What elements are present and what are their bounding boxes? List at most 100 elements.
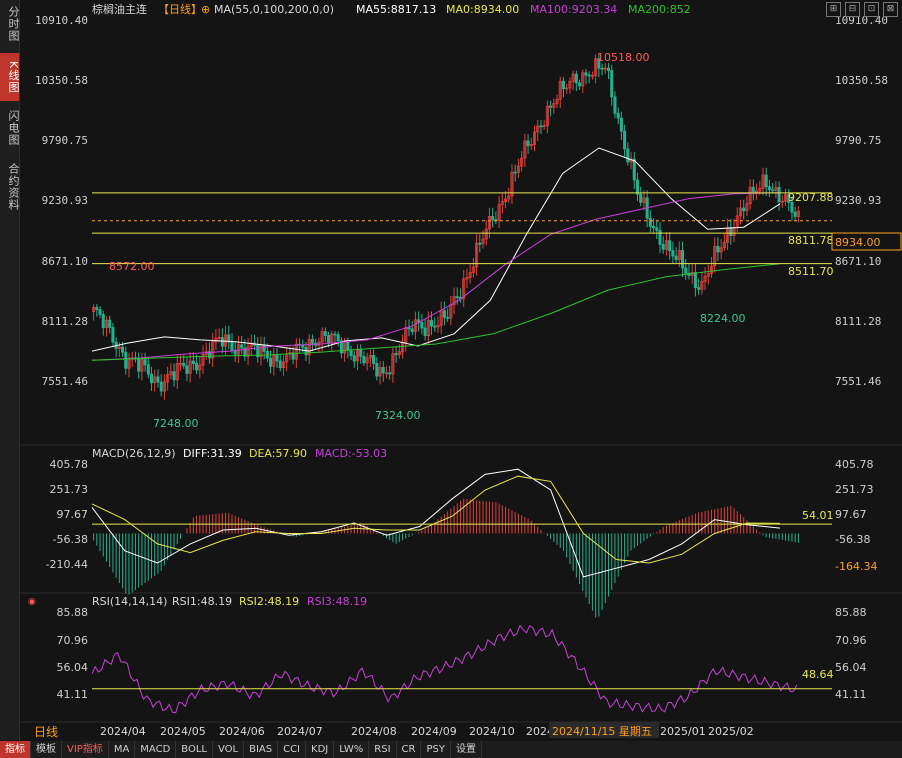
candle-body — [349, 349, 353, 357]
ma0-value: MA0:8934.00 — [446, 3, 519, 16]
low-label-2: 7324.00 — [375, 409, 421, 422]
candle-body — [452, 296, 456, 306]
candle-body — [121, 346, 125, 353]
candle-body — [182, 363, 186, 367]
tab-cci[interactable]: CCI — [278, 741, 307, 758]
last-price: 8934.00 — [835, 236, 881, 249]
candle-body — [771, 189, 775, 192]
date-tick: 2024/10 — [469, 725, 515, 738]
tab-vip-indicator[interactable]: VIP指标 — [62, 741, 109, 758]
candle-body — [635, 179, 640, 195]
candle-body — [410, 328, 414, 333]
rsi-title: RSI(14,14,14) — [92, 595, 167, 608]
candle-body — [590, 75, 594, 77]
candle-body — [446, 316, 450, 319]
candle-body — [722, 241, 726, 249]
tab-lw[interactable]: LW% — [334, 741, 370, 758]
target-icon[interactable]: ◉ — [28, 597, 36, 607]
macd-title: MACD(26,12,9) — [92, 447, 176, 460]
price-tick: 8671.10 — [835, 255, 881, 268]
tab-rsi[interactable]: RSI — [369, 741, 397, 758]
minimize-icon[interactable]: ⊟ — [845, 2, 860, 17]
layout-icon[interactable]: ⊞ — [826, 2, 841, 17]
tab-settings[interactable]: 设置 — [451, 741, 482, 758]
candle-body — [603, 67, 607, 70]
candle-body — [346, 341, 350, 351]
tab-flash-chart[interactable]: 闪电图 — [7, 110, 20, 146]
candle-body — [433, 325, 437, 328]
tab-kline[interactable]: K线图 — [0, 53, 20, 101]
candle-body — [523, 140, 527, 159]
candle-body — [616, 112, 620, 119]
tab-ma[interactable]: MA — [109, 741, 136, 758]
candle-body — [693, 272, 697, 289]
symbol-name: 棕榈油主连 — [92, 2, 147, 16]
candle-body — [713, 245, 717, 267]
level-label-1: 9207.88 — [788, 191, 834, 204]
macd-diff: DIFF:31.39 — [183, 447, 242, 460]
left-view-tabs: 分时图 K线图 闪电图 合约资料 — [0, 0, 20, 740]
candles-layer — [92, 54, 800, 400]
candle-body — [729, 227, 733, 237]
candle-body — [230, 341, 234, 351]
tab-template[interactable]: 模板 — [31, 741, 62, 758]
tab-bias[interactable]: BIAS — [244, 741, 279, 758]
candle-body — [429, 319, 434, 327]
tab-kdj[interactable]: KDJ — [306, 741, 335, 758]
ma55-line — [91, 147, 781, 352]
rsi-tick: 56.04 — [57, 661, 89, 674]
candle-body — [278, 360, 282, 369]
settings-icon[interactable]: ⊕ — [201, 3, 210, 16]
rsi-tick: 70.96 — [57, 634, 89, 647]
ma200-line — [91, 263, 781, 361]
candle-body — [220, 337, 224, 347]
kline-chart[interactable]: 棕榈油主连 【日线】 ⊕ MA(55,0,100,200,0,0) MA55:8… — [20, 0, 902, 740]
candle-body — [481, 238, 485, 245]
candle-body — [359, 348, 363, 357]
rsi-tick: 70.96 — [835, 634, 867, 647]
candle-body — [623, 130, 627, 150]
tab-cr[interactable]: CR — [397, 741, 422, 758]
tab-timeshare[interactable]: 分时图 — [7, 6, 20, 42]
macd-current-box — [832, 558, 888, 574]
tab-psy[interactable]: PSY — [421, 741, 451, 758]
candle-body — [664, 240, 668, 250]
macd-tick: 97.67 — [57, 508, 89, 521]
candle-body — [95, 307, 99, 311]
ma100-value: MA100:9203.34 — [530, 3, 617, 16]
candle-body — [98, 309, 102, 315]
tab-macd[interactable]: MACD — [135, 741, 177, 758]
level-label-2: 8811.78 — [788, 234, 834, 247]
tab-contract-info[interactable]: 合约资料 — [7, 163, 20, 211]
candle-body — [468, 272, 472, 278]
macd-tick: -56.38 — [53, 533, 88, 546]
candle-body — [529, 144, 533, 146]
candle-body — [796, 210, 800, 217]
candle-body — [606, 67, 611, 71]
macd-tick: 251.73 — [835, 483, 874, 496]
price-tick: 10350.58 — [835, 74, 888, 87]
candle-body — [774, 187, 778, 191]
price-tick: 10910.40 — [835, 14, 888, 27]
candle-body — [159, 381, 163, 392]
close-icon[interactable]: ⊠ — [883, 2, 898, 17]
ma200-value: MA200:852 — [628, 3, 691, 16]
candle-body — [294, 343, 298, 360]
candle-body — [327, 335, 331, 344]
window-controls: ⊞ ⊟ ⊡ ⊠ — [826, 2, 898, 17]
candle-body — [600, 67, 604, 70]
candle-body — [677, 250, 681, 261]
candle-body — [539, 125, 543, 128]
candle-body — [748, 186, 752, 205]
candle-body — [156, 376, 160, 383]
candle-body — [510, 171, 514, 197]
candle-body — [783, 194, 788, 202]
tab-indicator[interactable]: 指标 — [0, 741, 31, 758]
tab-boll[interactable]: BOLL — [176, 741, 213, 758]
candle-body — [475, 242, 479, 268]
period-label[interactable]: 【日线】 — [158, 2, 202, 16]
macd-layer — [91, 468, 832, 618]
restore-icon[interactable]: ⊡ — [864, 2, 879, 17]
candle-body — [574, 73, 578, 84]
tab-vol[interactable]: VOL — [213, 741, 245, 758]
